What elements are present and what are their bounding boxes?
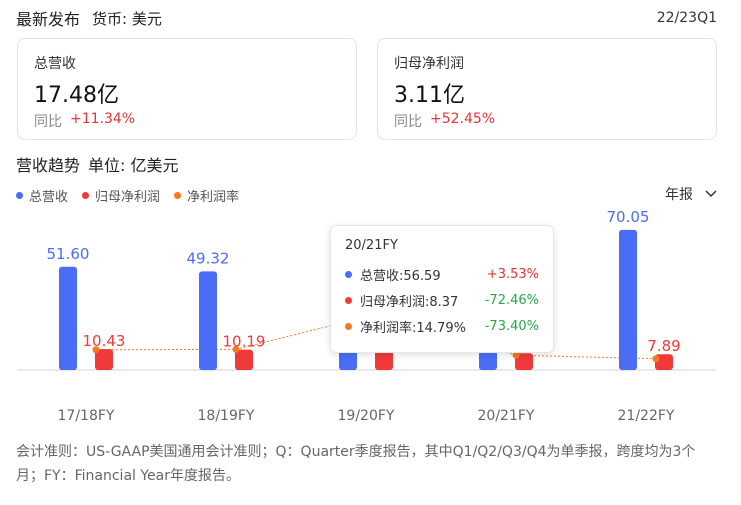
card-value: 17.48亿 xyxy=(34,83,119,108)
yoy-value: +52.45% xyxy=(430,111,496,127)
yoy-label: 同比 xyxy=(394,114,422,130)
x-tick-label: 17/18FY xyxy=(58,408,115,424)
legend-dot-icon xyxy=(174,192,182,199)
revenue-bar xyxy=(59,266,77,370)
net-margin-point xyxy=(92,346,100,354)
legend-dot-icon xyxy=(16,192,23,199)
legend-label: 总营收 xyxy=(29,190,69,205)
series-dot-icon xyxy=(345,270,352,278)
net-profit-card: 归母净利润 3.11亿 同比 +52.45% xyxy=(377,38,717,140)
tooltip-title: 20/21FY xyxy=(345,238,398,253)
legend-item-net-margin[interactable]: 净利润率 xyxy=(174,186,239,205)
card-value: 3.11亿 xyxy=(394,83,465,108)
period-dropdown[interactable]: 年报 xyxy=(665,184,717,204)
net-margin-point xyxy=(232,345,240,353)
net-margin-point xyxy=(652,355,660,363)
revenue-value-label: 49.32 xyxy=(187,249,230,267)
tooltip-row-net-profit: 归母净利润:8.37 -72.46% xyxy=(345,287,539,313)
card-label: 总营收 xyxy=(34,56,76,72)
series-dot-icon xyxy=(345,296,352,304)
tooltip-row-revenue: 总营收:56.59 +3.53% xyxy=(345,261,539,287)
tooltip-value: 归母净利润:8.37 xyxy=(360,294,459,310)
net-profit-bar xyxy=(235,349,253,370)
chart-tooltip: 20/21FY 总营收:56.59 +3.53% 归母净利润:8.37 -72.… xyxy=(330,225,554,353)
yoy-label: 同比 xyxy=(34,114,62,130)
tooltip-row-net-margin: 净利润率:14.79% -73.40% xyxy=(345,313,539,339)
tooltip-change: +3.53% xyxy=(486,266,539,282)
chart-legend: 总营收 归母净利润 净利润率 xyxy=(16,186,239,205)
accounting-footnote: 会计准则：US-GAAP美国通用会计准则；Q：Quarter季度报告，其中Q1/… xyxy=(16,444,696,484)
net-profit-value-label: 10.19 xyxy=(223,333,266,351)
tooltip-change: -72.46% xyxy=(484,292,539,308)
currency-label: 货币: 美元 xyxy=(92,9,162,28)
revenue-trend-title: 营收趋势 单位: 亿美元 xyxy=(16,152,179,176)
x-tick-label: 19/20FY xyxy=(338,408,395,424)
revenue-bar xyxy=(199,271,217,370)
tooltip-value: 总营收:56.59 xyxy=(360,268,441,284)
x-tick-label: 20/21FY xyxy=(478,408,535,424)
section-title: 营收趋势 xyxy=(16,156,81,175)
revenue-bar xyxy=(619,229,637,370)
period-dropdown-label: 年报 xyxy=(665,187,693,203)
net-profit-bar xyxy=(95,349,113,370)
legend-item-net-profit[interactable]: 归母净利润 xyxy=(82,186,160,205)
unit-label: 单位: 亿美元 xyxy=(88,156,179,175)
report-period: 22/23Q1 xyxy=(656,10,717,26)
revenue-card: 总营收 17.48亿 同比 +11.34% xyxy=(17,38,357,140)
x-tick-label: 18/19FY xyxy=(198,408,255,424)
net-profit-bar xyxy=(515,353,533,370)
revenue-value-label: 70.05 xyxy=(607,208,650,226)
yoy-value: +11.34% xyxy=(70,111,136,127)
card-label: 归母净利润 xyxy=(394,56,464,72)
revenue-value-label: 51.60 xyxy=(47,245,90,263)
net-profit-value-label: 10.43 xyxy=(83,332,126,350)
legend-item-revenue[interactable]: 总营收 xyxy=(16,186,68,205)
legend-label: 归母净利润 xyxy=(95,190,161,205)
tooltip-value: 净利润率:14.79% xyxy=(360,320,466,336)
x-tick-label: 21/22FY xyxy=(618,408,675,424)
chevron-down-icon xyxy=(705,190,717,198)
net-profit-value-label: 7.89 xyxy=(647,337,680,355)
section-heading-latest: 最新发布 xyxy=(16,10,81,29)
tooltip-change: -73.40% xyxy=(484,318,539,334)
net-margin-point xyxy=(512,351,520,359)
series-dot-icon xyxy=(345,322,352,330)
net-profit-bar xyxy=(655,354,673,370)
legend-label: 净利润率 xyxy=(187,190,240,205)
header: 最新发布 货币: 美元 22/23Q1 xyxy=(16,6,717,30)
legend-dot-icon xyxy=(82,192,90,199)
